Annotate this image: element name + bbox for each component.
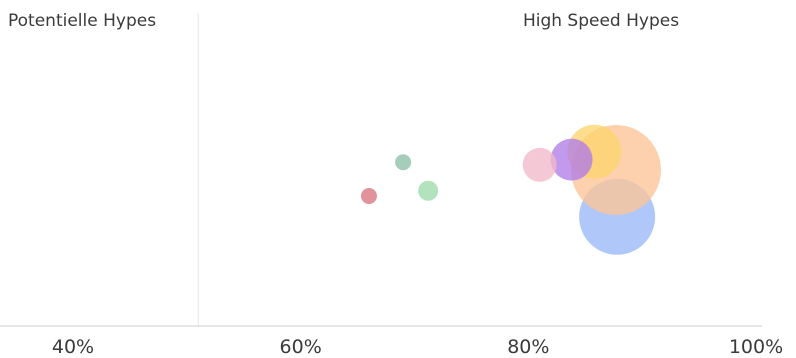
x-tick-label: 100%: [729, 336, 783, 358]
x-tick-label: 60%: [280, 336, 322, 358]
bubble-5[interactable]: [522, 147, 557, 182]
x-tick-label: 80%: [507, 336, 549, 358]
left-quadrant-label: Potentielle Hypes: [8, 11, 156, 31]
bubble-8[interactable]: [360, 188, 377, 204]
bubble-7[interactable]: [418, 180, 439, 201]
bubble-4[interactable]: [550, 138, 593, 181]
x-tick-label: 40%: [52, 336, 94, 358]
right-quadrant-label: High Speed Hypes: [523, 11, 679, 31]
bubble-6[interactable]: [395, 154, 412, 171]
x-tick-labels: 40% 60% 80% 100%: [52, 336, 783, 358]
bubble-layer: [360, 124, 661, 255]
